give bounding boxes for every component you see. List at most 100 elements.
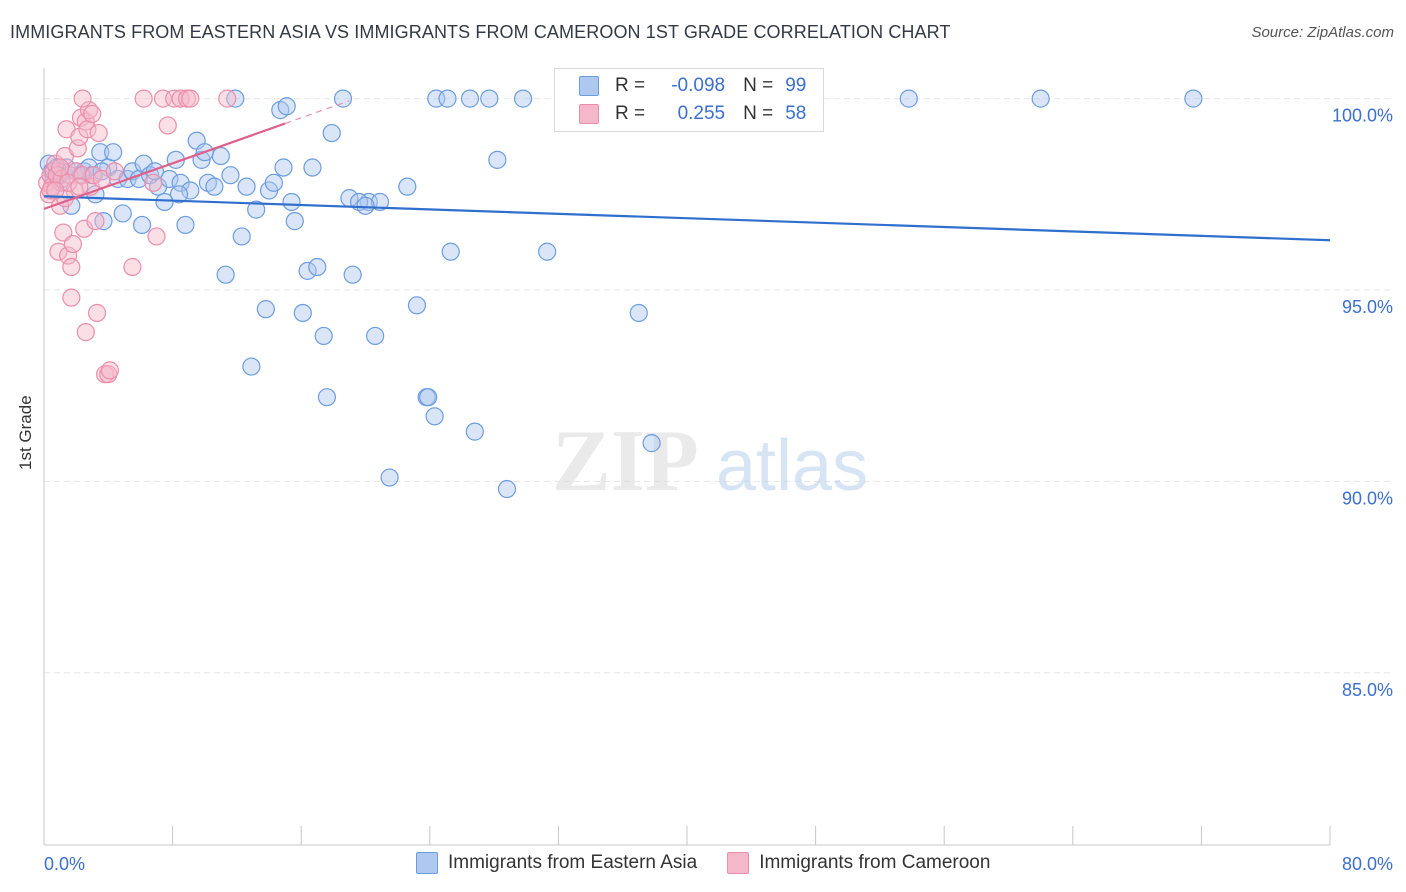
- point-cameroon: [100, 361, 120, 380]
- point-cameroon: [123, 257, 142, 277]
- point-eastern-asia: [232, 227, 251, 246]
- point-cameroon: [89, 123, 108, 143]
- point-eastern-asia: [1031, 89, 1050, 108]
- point-cameroon: [165, 89, 184, 108]
- point-eastern-asia: [176, 215, 195, 235]
- point-eastern-asia: [155, 192, 174, 212]
- point-cameroon: [76, 323, 95, 342]
- point-eastern-asia: [298, 261, 317, 280]
- point-eastern-asia: [314, 326, 333, 346]
- y-tick-label: 90.0%: [1342, 488, 1393, 508]
- point-cameroon: [62, 257, 81, 277]
- blue-swatch: [416, 852, 438, 874]
- axes: [43, 68, 1331, 846]
- source-label: Source: ZipAtlas.com: [1251, 24, 1394, 41]
- n-label: N =: [743, 103, 774, 124]
- point-eastern-asia: [629, 303, 648, 323]
- trend-line-cameroon: [43, 122, 286, 210]
- point-eastern-asia: [282, 192, 301, 212]
- series-legend: Immigrants from Eastern Asia Immigrants …: [416, 852, 1020, 874]
- legend-item-cameroon[interactable]: Immigrants from Cameroon: [727, 852, 990, 874]
- point-eastern-asia: [171, 173, 190, 192]
- r-label: R =: [615, 75, 646, 96]
- point-cameroon: [134, 89, 153, 108]
- point-eastern-asia: [441, 242, 460, 261]
- point-eastern-asia: [285, 212, 304, 231]
- point-eastern-asia: [91, 143, 110, 162]
- point-eastern-asia: [538, 242, 557, 261]
- point-cameroon: [83, 104, 102, 124]
- point-eastern-asia: [899, 89, 918, 108]
- point-eastern-asia: [497, 479, 517, 499]
- n-label: N =: [743, 75, 774, 96]
- point-eastern-asia: [264, 173, 283, 192]
- point-eastern-asia: [104, 143, 123, 162]
- tick-labels: 85.0% 90.0% 95.0% 100.0% 0.0% 80.0%: [44, 106, 1393, 874]
- blue-swatch: [579, 76, 599, 96]
- point-eastern-asia: [398, 177, 417, 196]
- point-eastern-asia: [247, 200, 266, 219]
- point-cameroon: [147, 227, 166, 246]
- point-eastern-asia: [370, 192, 390, 212]
- chart-title: IMMIGRANTS FROM EASTERN ASIA VS IMMIGRAN…: [10, 22, 951, 42]
- point-cameroon: [144, 173, 163, 192]
- point-cameroon: [63, 234, 83, 254]
- x-tick-label-min: 0.0%: [44, 854, 85, 874]
- gridlines: [44, 98, 1394, 674]
- point-cameroon: [158, 116, 177, 135]
- point-eastern-asia: [181, 181, 200, 200]
- legend-label: Immigrants from Eastern Asia: [448, 852, 698, 873]
- x-tick-label-max: 80.0%: [1342, 854, 1393, 874]
- point-cameroon: [171, 89, 190, 108]
- point-eastern-asia: [322, 123, 341, 143]
- legend-item-eastern-asia[interactable]: Immigrants from Eastern Asia: [416, 852, 697, 874]
- point-eastern-asia: [460, 89, 480, 108]
- point-eastern-asia: [303, 158, 322, 177]
- trend-extension-cameroon: [284, 100, 350, 125]
- point-eastern-asia: [425, 407, 444, 426]
- r-label: R =: [615, 103, 646, 124]
- trend-line-eastern-asia: [43, 195, 1331, 242]
- watermark-zip: ZIP: [552, 413, 699, 510]
- point-eastern-asia: [237, 177, 256, 196]
- point-eastern-asia: [317, 388, 337, 407]
- stats-row-cameroon: R = 0.255 N = 58: [579, 100, 806, 128]
- point-eastern-asia: [242, 357, 261, 376]
- watermark: ZIP atlas: [552, 413, 868, 510]
- data-points: [38, 89, 1203, 499]
- point-eastern-asia: [642, 434, 661, 453]
- y-tick-label: 85.0%: [1342, 680, 1393, 700]
- point-eastern-asia: [513, 89, 533, 108]
- point-cameroon: [70, 177, 89, 196]
- point-cameroon: [68, 139, 87, 158]
- n-value: 99: [785, 75, 807, 96]
- pink-swatch: [579, 104, 599, 124]
- point-eastern-asia: [169, 185, 189, 204]
- point-eastern-asia: [488, 150, 507, 169]
- point-eastern-asia: [277, 97, 296, 116]
- point-cameroon: [49, 242, 68, 261]
- point-eastern-asia: [380, 468, 399, 487]
- watermark-atlas: atlas: [716, 426, 868, 506]
- point-eastern-asia: [465, 422, 484, 441]
- stats-legend: R = -0.098 N = 99 R = 0.255 N = 58: [554, 68, 824, 132]
- point-eastern-asia: [333, 89, 353, 108]
- point-cameroon: [41, 181, 60, 200]
- y-tick-label: 95.0%: [1342, 297, 1393, 317]
- r-value: 0.255: [677, 103, 726, 124]
- point-eastern-asia: [216, 265, 235, 284]
- point-eastern-asia: [343, 265, 362, 284]
- point-cameroon: [62, 288, 81, 307]
- legend-label: Immigrants from Cameroon: [759, 852, 991, 873]
- point-cameroon: [59, 246, 78, 265]
- point-cameroon: [46, 181, 65, 200]
- point-eastern-asia: [438, 89, 457, 108]
- point-eastern-asia: [221, 166, 240, 185]
- r-value: -0.098: [671, 75, 726, 96]
- point-cameroon: [105, 162, 124, 181]
- point-cameroon: [218, 89, 237, 108]
- point-eastern-asia: [274, 158, 293, 177]
- point-eastern-asia: [356, 196, 375, 215]
- y-tick-label: 100.0%: [1332, 106, 1393, 126]
